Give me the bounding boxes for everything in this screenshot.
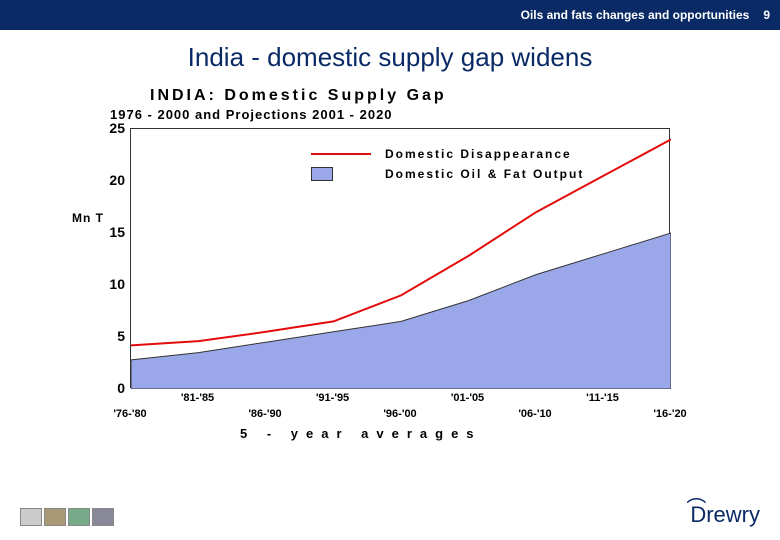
x-tick-label: '06-'10 (518, 408, 551, 420)
chart-title-line1: INDIA: Domestic Supply Gap (150, 87, 710, 105)
legend-area-swatch (311, 167, 333, 181)
legend-row-area: Domestic Oil & Fat Output (311, 167, 584, 181)
x-tick-label: '11-'15 (586, 392, 619, 404)
legend-line-swatch (311, 153, 371, 155)
x-tick-label: '86-'90 (248, 408, 281, 420)
x-tick-label: '16-'20 (653, 408, 686, 420)
footer-thumbnails (20, 508, 114, 526)
chart-title-line2: 1976 - 2000 and Projections 2001 - 2020 (110, 107, 710, 122)
x-tick-label: '76-'80 (113, 408, 146, 420)
legend-row-line: Domestic Disappearance (311, 147, 584, 161)
brand-logo: ⌒ Drewry (690, 502, 760, 528)
legend: Domestic Disappearance Domestic Oil & Fa… (311, 147, 584, 187)
chart-area: Domestic Disappearance Domestic Oil & Fa… (70, 128, 710, 438)
header-text: Oils and fats changes and opportunities (521, 8, 750, 22)
thumb-icon (68, 508, 90, 526)
y-tick-label: 20 (70, 172, 125, 188)
y-tick-label: 25 (70, 120, 125, 136)
y-tick-label: 15 (70, 224, 125, 240)
thumb-icon (20, 508, 42, 526)
y-tick-label: 0 (70, 380, 125, 396)
legend-line-label: Domestic Disappearance (385, 147, 572, 161)
x-axis-label: 5 - year averages (240, 426, 482, 441)
slide-title: India - domestic supply gap widens (0, 42, 780, 73)
thumb-icon (44, 508, 66, 526)
y-tick-label: 10 (70, 276, 125, 292)
thumb-icon (92, 508, 114, 526)
x-tick-label: '91-'95 (316, 392, 349, 404)
plot-box: Domestic Disappearance Domestic Oil & Fa… (130, 128, 670, 388)
x-tick-label: '01-'05 (451, 392, 484, 404)
y-tick-label: 5 (70, 328, 125, 344)
x-tick-label: '81-'85 (181, 392, 214, 404)
header-bar: Oils and fats changes and opportunities … (0, 0, 780, 30)
chart-container: INDIA: Domestic Supply Gap 1976 - 2000 a… (70, 87, 710, 438)
x-tick-label: '96-'00 (383, 408, 416, 420)
legend-area-label: Domestic Oil & Fat Output (385, 167, 584, 181)
page-number: 9 (763, 8, 770, 22)
